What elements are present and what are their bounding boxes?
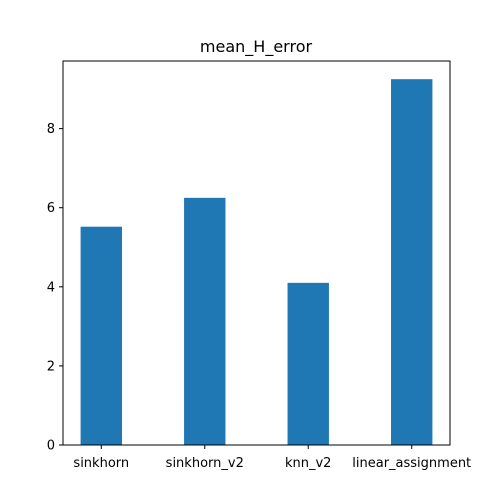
y-tick-label: 8	[47, 122, 55, 137]
x-tick-label: sinkhorn	[73, 456, 129, 471]
x-tick-label: knn_v2	[285, 456, 331, 471]
x-tick-label: sinkhorn_v2	[166, 456, 244, 471]
x-axis: sinkhorn sinkhorn_v2 knn_v2 linear_assignme…	[73, 445, 471, 471]
bar-sinkhorn	[80, 226, 122, 445]
y-tick-label: 6	[47, 201, 55, 216]
bars-group	[80, 79, 433, 445]
chart-title: mean_H_error	[200, 37, 313, 57]
bar-knn-v2	[287, 282, 329, 445]
y-tick-label: 4	[47, 280, 55, 295]
x-tick-label: linear_assignment	[352, 456, 471, 471]
y-tick-label: 0	[47, 439, 55, 454]
y-axis: 0 2 4 6 8	[47, 122, 63, 454]
bar-sinkhorn-v2	[184, 197, 226, 445]
y-tick-label: 2	[47, 359, 55, 374]
plot-frame	[62, 60, 451, 446]
bar-linear-assignment	[391, 79, 433, 445]
